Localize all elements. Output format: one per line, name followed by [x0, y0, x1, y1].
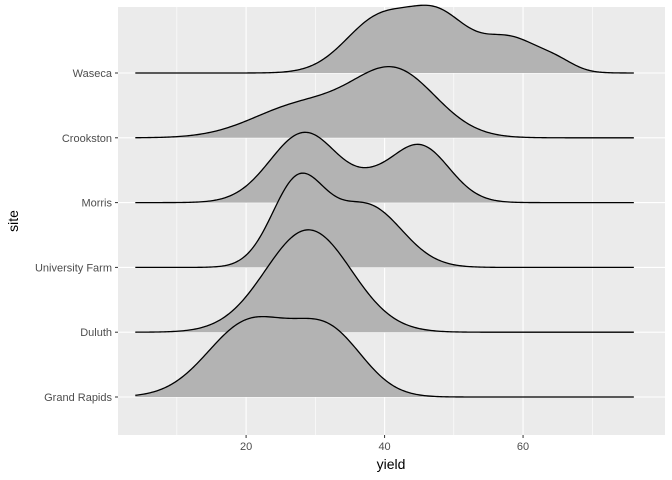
ridge-crookston — [135, 65, 634, 139]
ridge-outline — [135, 4, 634, 74]
ridge-fill — [135, 229, 634, 333]
ridge-outline — [135, 315, 634, 398]
ridge-university-farm — [135, 172, 634, 269]
x-tick-label: 60 — [517, 441, 529, 453]
ridge-outline — [135, 172, 634, 269]
ridge-fill — [135, 132, 634, 203]
y-axis-title: site — [5, 210, 21, 232]
x-tick-label: 20 — [240, 441, 252, 453]
ridge-outline — [135, 229, 634, 333]
y-tick-label: University Farm — [35, 262, 112, 274]
ridge-fill — [135, 316, 634, 397]
x-axis: 20 40 60 — [240, 435, 529, 453]
ridge-fill — [135, 66, 634, 138]
ridge-fill — [135, 173, 634, 268]
y-tick-label: Grand Rapids — [44, 392, 112, 404]
ridge-waseca — [135, 4, 634, 74]
ridge-duluth — [135, 229, 634, 333]
ridge-fill — [135, 5, 634, 74]
y-tick-label: Morris — [81, 198, 112, 210]
y-axis: Grand Rapids Duluth University Farm Morris C… — [35, 68, 118, 404]
x-axis-title: yield — [377, 456, 406, 472]
y-tick-label: Waseca — [73, 68, 113, 80]
ridge-outline — [135, 131, 634, 204]
y-tick-label: Crookston — [62, 133, 112, 145]
ridge-outline — [135, 65, 634, 139]
x-tick-label: 40 — [378, 441, 390, 453]
density-ridges — [135, 4, 634, 398]
ridge-morris — [135, 131, 634, 204]
ridge-grand-rapids — [135, 315, 634, 398]
y-tick-label: Duluth — [80, 327, 112, 339]
